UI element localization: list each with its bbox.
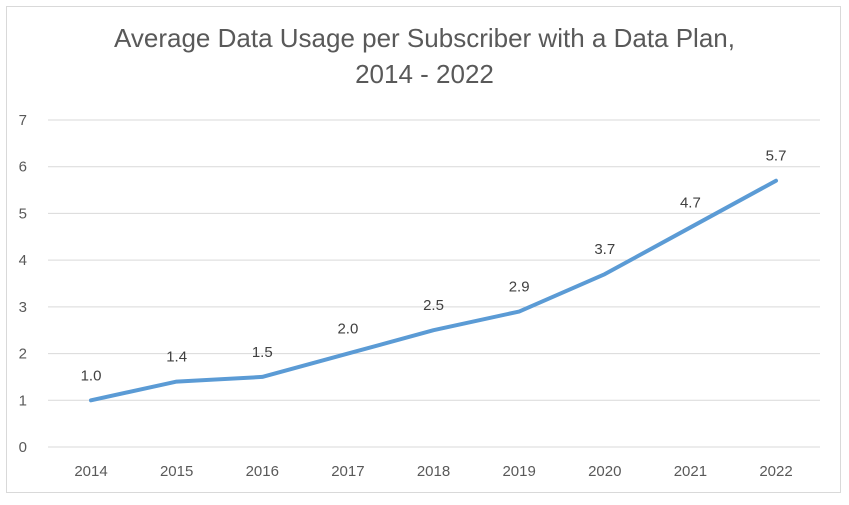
x-tick-label: 2014 bbox=[74, 463, 107, 480]
chart-title: Average Data Usage per Subscriber with a… bbox=[0, 20, 849, 92]
y-axis-tick-labels: 0 1 2 3 4 5 6 7 bbox=[19, 112, 27, 456]
y-tick-label: 4 bbox=[19, 252, 27, 269]
data-label: 1.0 bbox=[81, 367, 102, 384]
series-line bbox=[89, 178, 778, 403]
chart-title-line-1: Average Data Usage per Subscriber with a… bbox=[114, 23, 735, 53]
data-label: 1.4 bbox=[166, 349, 187, 366]
data-label: 2.5 bbox=[423, 297, 444, 314]
x-tick-label: 2017 bbox=[331, 463, 364, 480]
x-tick-label: 2021 bbox=[674, 463, 707, 480]
y-tick-label: 2 bbox=[19, 346, 27, 363]
data-label: 2.0 bbox=[337, 321, 358, 338]
x-tick-label: 2022 bbox=[759, 463, 792, 480]
data-label: 1.5 bbox=[252, 344, 273, 361]
series-layer bbox=[89, 178, 778, 403]
x-tick-label: 2016 bbox=[246, 463, 279, 480]
y-tick-label: 6 bbox=[19, 159, 27, 176]
data-label: 5.7 bbox=[766, 148, 787, 165]
data-point bbox=[688, 225, 692, 229]
y-tick-label: 1 bbox=[19, 392, 27, 409]
data-point bbox=[175, 380, 179, 384]
y-tick-label: 3 bbox=[19, 299, 27, 316]
chart-title-line-2: 2014 - 2022 bbox=[355, 59, 494, 89]
data-point bbox=[346, 352, 350, 356]
y-tick-label: 5 bbox=[19, 205, 27, 222]
data-point bbox=[517, 310, 521, 314]
data-point bbox=[89, 398, 93, 402]
data-point bbox=[432, 328, 436, 332]
x-tick-label: 2020 bbox=[588, 463, 621, 480]
data-labels: 1.0 1.4 1.5 2.0 2.5 2.9 3.7 4.7 5.7 bbox=[81, 148, 787, 385]
y-tick-label: 0 bbox=[19, 439, 27, 456]
x-tick-label: 2019 bbox=[502, 463, 535, 480]
x-tick-label: 2018 bbox=[417, 463, 450, 480]
data-point bbox=[603, 272, 607, 276]
data-label: 4.7 bbox=[680, 194, 701, 211]
data-point bbox=[260, 375, 264, 379]
x-tick-label: 2015 bbox=[160, 463, 193, 480]
data-label: 3.7 bbox=[594, 241, 615, 258]
y-tick-label: 7 bbox=[19, 112, 27, 129]
data-point bbox=[774, 179, 778, 183]
x-axis-tick-labels: 2014 2015 2016 2017 2018 2019 2020 2021 2022 bbox=[74, 463, 792, 480]
data-label: 2.9 bbox=[509, 279, 530, 296]
chart-frame bbox=[6, 6, 841, 493]
gridlines bbox=[48, 119, 820, 448]
